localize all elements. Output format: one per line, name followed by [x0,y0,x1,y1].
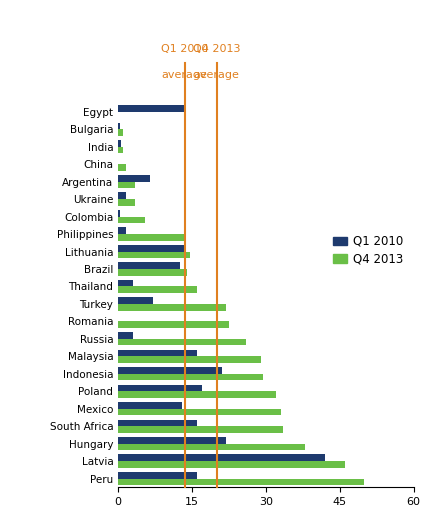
Bar [118,426,283,433]
Bar [118,252,189,258]
Bar [118,182,135,188]
Bar [118,140,121,147]
Bar [118,245,185,252]
Bar [118,420,197,426]
Bar [118,454,325,461]
Bar [118,350,197,356]
Bar [118,444,305,450]
Bar [118,227,126,234]
Bar [118,437,227,444]
Text: average: average [194,70,240,80]
Bar [118,280,133,287]
Bar [118,129,123,136]
Bar [118,409,281,416]
Bar [118,164,126,171]
Bar [118,385,202,391]
Bar [118,304,227,311]
Bar [118,297,153,304]
Bar [118,287,197,293]
Text: Q1 2010: Q1 2010 [161,45,208,54]
Bar [118,234,185,241]
Bar [118,472,197,478]
Bar [118,339,246,345]
Legend: Q1 2010, Q4 2013: Q1 2010, Q4 2013 [328,230,408,270]
Bar [118,461,345,468]
Bar [118,123,120,129]
Bar [118,210,120,216]
Bar [118,402,182,409]
Bar [118,321,229,328]
Bar [118,269,187,276]
Bar [118,374,263,380]
Bar [118,367,222,374]
Text: average: average [162,70,208,80]
Bar [118,147,123,154]
Bar [118,199,135,206]
Bar [118,216,145,223]
Bar [118,192,126,199]
Bar [118,263,180,269]
Bar [118,332,133,339]
Bar [118,391,276,398]
Bar [118,478,364,485]
Bar [118,105,185,112]
Bar [118,356,261,363]
Bar [118,175,150,182]
Text: Q4 2013: Q4 2013 [193,45,241,54]
